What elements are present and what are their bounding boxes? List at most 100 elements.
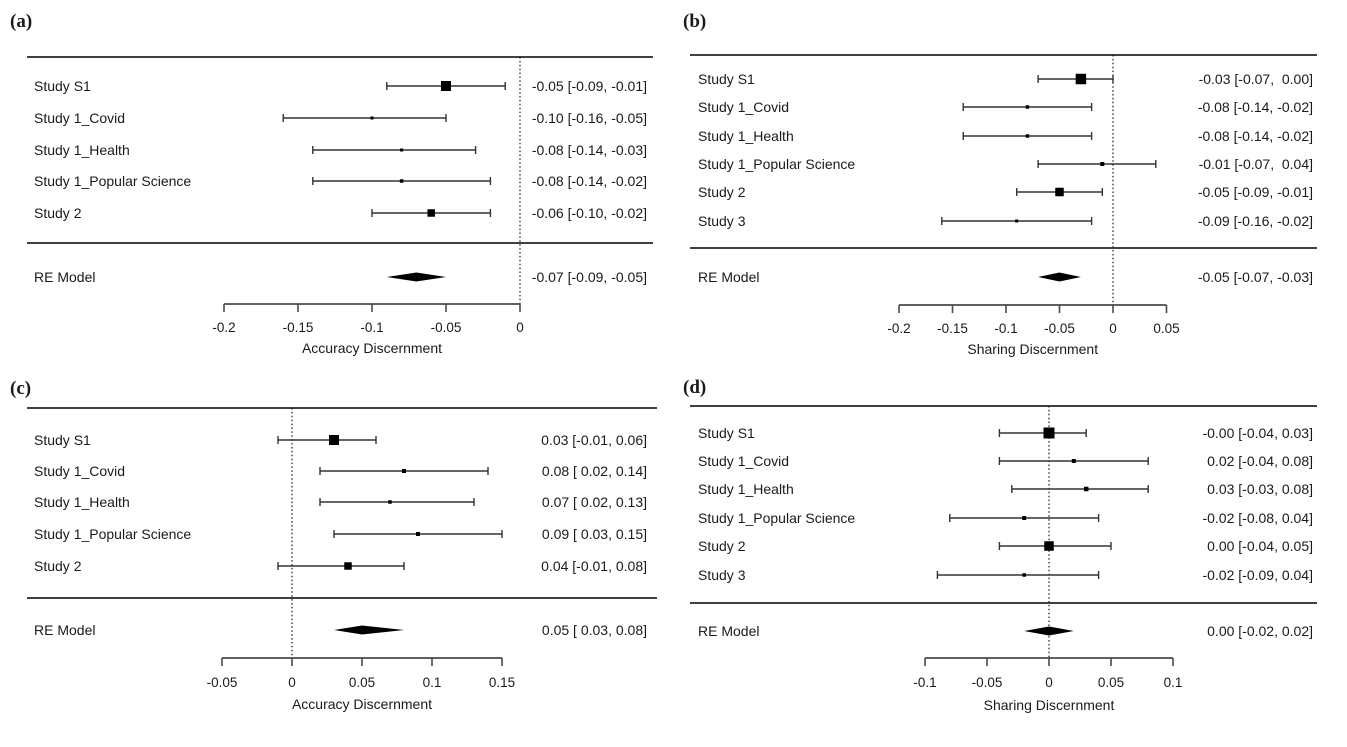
summary-value: 0.05 [ 0.03, 0.08] — [542, 622, 647, 638]
effect-value: -0.00 [-0.04, 0.03] — [1202, 425, 1313, 441]
study-row: Study 1_Popular Science 0.09 [ 0.03, 0.15… — [34, 526, 647, 542]
summary-row: RE Model -0.07 [-0.09, -0.05] — [34, 269, 647, 285]
study-row: Study S1 -0.03 [-0.07, 0.00] — [698, 71, 1313, 87]
effect-square — [1075, 73, 1087, 85]
study-row: Study 1_Popular Science -0.08 [-0.14, -0.… — [34, 173, 647, 189]
panel-label: (a) — [10, 11, 32, 32]
study-label: Study 1_Covid — [34, 110, 125, 126]
study-row: Study S1 0.03 [-0.01, 0.06] — [34, 432, 647, 448]
study-label: Study 1_Popular Science — [34, 526, 191, 542]
axis-tick-label: 0.15 — [489, 675, 515, 690]
effect-square — [1083, 486, 1089, 492]
effect-square — [1015, 219, 1019, 223]
study-label: Study S1 — [34, 78, 91, 94]
axis-tick-label: 0.1 — [423, 675, 442, 690]
effect-value: 0.00 [-0.04, 0.05] — [1207, 538, 1313, 554]
effect-square — [1055, 187, 1064, 197]
effect-value: 0.08 [ 0.02, 0.14] — [542, 463, 647, 479]
study-label: Study S1 — [34, 432, 91, 448]
study-row: Study 1_Health -0.08 [-0.14, -0.02] — [698, 128, 1313, 144]
study-label: Study 1_Health — [698, 481, 794, 497]
axis-tick-label: -0.05 — [431, 320, 462, 335]
re-model-label: RE Model — [698, 623, 759, 639]
axis-tick-label: 0.1 — [1164, 675, 1183, 690]
study-label: Study 1_Covid — [34, 463, 125, 479]
study-label: Study S1 — [698, 71, 755, 87]
study-row: Study 2 0.00 [-0.04, 0.05] — [698, 538, 1313, 554]
summary-value: -0.05 [-0.07, -0.03] — [1198, 269, 1313, 285]
effect-square — [1022, 516, 1027, 520]
effect-square — [399, 179, 404, 183]
study-label: Study 2 — [698, 184, 746, 200]
axis-tick-label: -0.2 — [887, 321, 910, 336]
study-label: Study 3 — [698, 213, 746, 229]
study-row: Study 1_Covid -0.08 [-0.14, -0.02] — [698, 99, 1313, 115]
study-label: Study 1_Popular Science — [698, 510, 855, 526]
effect-value: 0.07 [ 0.02, 0.13] — [542, 494, 647, 510]
panel-label: (d) — [683, 377, 706, 398]
axis-tick-label: 0 — [1109, 321, 1117, 336]
panel-d: (d) Study S1 -0.00 [-0.04, 0.03] Study 1_Co… — [683, 377, 1317, 713]
effect-square — [416, 532, 420, 536]
axis-tick-label: -0.05 — [207, 675, 238, 690]
study-row: Study 1_Health 0.03 [-0.03, 0.08] — [698, 481, 1313, 497]
summary-row: RE Model -0.05 [-0.07, -0.03] — [698, 269, 1313, 285]
axis-tick-label: 0 — [1045, 675, 1053, 690]
effect-value: -0.10 [-0.16, -0.05] — [532, 110, 647, 126]
study-label: Study 1_Covid — [698, 99, 789, 115]
axis-tick-label: 0.05 — [1153, 321, 1179, 336]
summary-row: RE Model 0.00 [-0.02, 0.02] — [698, 623, 1313, 639]
study-label: Study 2 — [34, 205, 82, 221]
effect-value: -0.08 [-0.14, -0.03] — [532, 142, 647, 158]
effect-square — [427, 209, 435, 217]
effect-square — [402, 469, 406, 473]
effect-square — [400, 148, 404, 152]
study-row: Study 2 0.04 [-0.01, 0.08] — [34, 558, 647, 574]
panel-b: (b) Study S1 -0.03 [-0.07, 0.00] Study 1_Co… — [683, 11, 1317, 357]
effect-value: -0.05 [-0.09, -0.01] — [532, 78, 647, 94]
effect-square — [1043, 427, 1055, 439]
xaxis-title: Sharing Discernment — [967, 341, 1098, 357]
axis-tick-label: 0 — [516, 320, 524, 335]
study-row: Study 1_Covid -0.10 [-0.16, -0.05] — [34, 110, 647, 126]
axis-tick-label: -0.15 — [283, 320, 314, 335]
axis-tick-label: -0.1 — [994, 321, 1017, 336]
axis-tick-label: 0 — [288, 675, 296, 690]
effect-square — [1071, 459, 1076, 463]
summary-diamond — [334, 625, 404, 635]
study-label: Study 2 — [34, 558, 82, 574]
axis-tick-label: -0.1 — [913, 675, 936, 690]
effect-value: -0.02 [-0.09, 0.04] — [1202, 567, 1313, 583]
effect-value: -0.01 [-0.07, 0.04] — [1199, 156, 1313, 172]
effect-square — [388, 500, 392, 504]
study-row: Study S1 -0.05 [-0.09, -0.01] — [34, 78, 647, 94]
axis-tick-label: -0.2 — [212, 320, 235, 335]
effect-square — [1025, 105, 1030, 109]
effect-value: -0.09 [-0.16, -0.02] — [1198, 213, 1313, 229]
study-label: Study 2 — [698, 538, 746, 554]
study-row: Study 1_Health -0.08 [-0.14, -0.03] — [34, 142, 647, 158]
xaxis-title: Sharing Discernment — [984, 697, 1115, 713]
effect-square — [370, 116, 374, 120]
effect-value: -0.05 [-0.09, -0.01] — [1198, 184, 1313, 200]
re-model-label: RE Model — [34, 622, 95, 638]
study-label: Study S1 — [698, 425, 755, 441]
axis-tick-label: -0.1 — [360, 320, 383, 335]
effect-value: 0.09 [ 0.03, 0.15] — [542, 526, 647, 542]
study-row: Study S1 -0.00 [-0.04, 0.03] — [698, 425, 1313, 441]
study-row: Study 1_Popular Science -0.02 [-0.08, 0.0… — [698, 510, 1313, 526]
effect-square — [1022, 573, 1026, 577]
summary-diamond — [1024, 626, 1074, 636]
effect-value: 0.02 [-0.04, 0.08] — [1207, 453, 1313, 469]
effect-square — [1044, 541, 1054, 551]
re-model-label: RE Model — [34, 269, 95, 285]
summary-diamond — [1038, 272, 1081, 282]
effect-value: -0.08 [-0.14, -0.02] — [1198, 99, 1313, 115]
summary-row: RE Model 0.05 [ 0.03, 0.08] — [34, 622, 647, 638]
study-label: Study 1_Covid — [698, 453, 789, 469]
effect-value: 0.04 [-0.01, 0.08] — [541, 558, 647, 574]
study-row: Study 3 -0.02 [-0.09, 0.04] — [698, 567, 1313, 583]
effect-value: -0.02 [-0.08, 0.04] — [1202, 510, 1313, 526]
